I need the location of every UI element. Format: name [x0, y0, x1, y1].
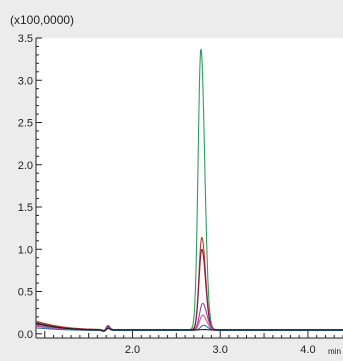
y-axis: 0.0 0.5 1.0 1.5 2.0 2.5 3.0 3.5 [18, 33, 42, 341]
y-tick-label: 3.0 [18, 75, 33, 87]
x-unit-label: min [328, 347, 341, 356]
scale-label: (x100,0000) [10, 13, 74, 27]
x-axis: 2.0 3.0 4.0 [35, 331, 343, 356]
y-tick-label: 1.5 [18, 202, 33, 214]
y-tick-label: 3.5 [18, 33, 33, 45]
y-tick-label: 2.5 [18, 118, 33, 130]
series-line [35, 323, 343, 332]
y-tick-label: 0.0 [18, 329, 33, 341]
y-tick-label: 2.0 [18, 160, 33, 172]
x-tick-label: 4.0 [300, 344, 315, 356]
x-tick-label: 3.0 [213, 344, 228, 356]
series-group [35, 48, 343, 332]
x-tick-label: 2.0 [125, 344, 140, 356]
y-tick-label: 1.0 [18, 244, 33, 256]
y-tick-label: 0.5 [18, 287, 33, 299]
plot-background [36, 38, 343, 338]
